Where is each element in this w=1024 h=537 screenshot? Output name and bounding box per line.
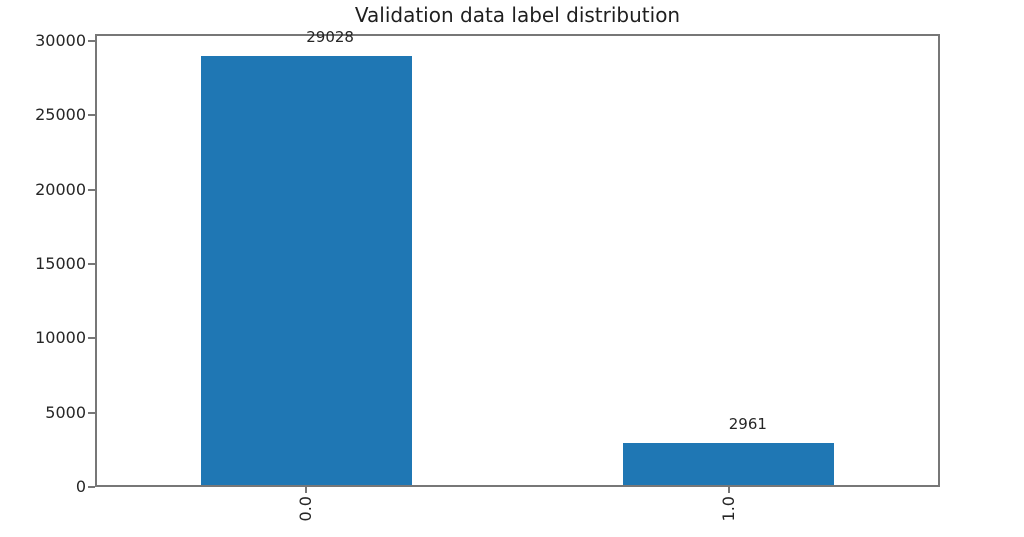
- y-tick-label: 20000: [35, 179, 86, 199]
- plot-area: [95, 34, 940, 487]
- bar: [623, 442, 835, 487]
- y-tick-label: 10000: [35, 328, 86, 348]
- y-tick-mark: [88, 337, 95, 340]
- y-tick-label: 0: [75, 477, 86, 496]
- y-tick-mark: [88, 40, 95, 43]
- y-tick-mark: [88, 188, 95, 191]
- bar-value-label: 2961: [728, 414, 767, 433]
- y-tick-label: 5000: [45, 402, 86, 422]
- y-tick-label: 15000: [35, 254, 86, 274]
- y-tick-mark: [88, 263, 95, 266]
- y-tick-mark: [88, 411, 95, 414]
- y-tick-label: 30000: [35, 31, 86, 51]
- y-tick-mark: [88, 114, 95, 117]
- x-tick-mark: [305, 487, 308, 493]
- x-tick-mark: [727, 487, 730, 493]
- y-tick-label: 25000: [35, 105, 86, 125]
- chart-title: Validation data label distribution: [354, 3, 681, 27]
- bar: [200, 55, 412, 487]
- y-tick-mark: [88, 486, 95, 488]
- bar-value-label: 29028: [306, 27, 354, 46]
